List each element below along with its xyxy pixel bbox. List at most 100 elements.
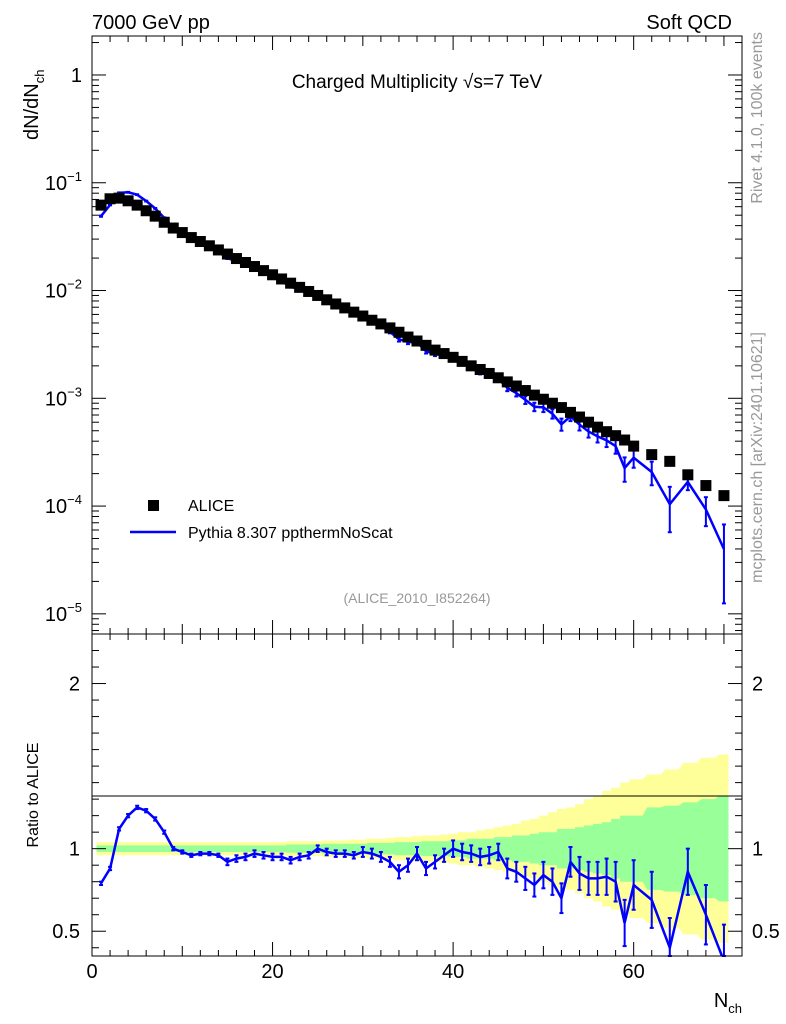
alice-data-point <box>546 397 558 409</box>
alice-data-point <box>375 318 387 330</box>
alice-data-point <box>267 269 279 281</box>
mc-line-ratio <box>99 805 724 956</box>
main-y-tick-label: 10−3 <box>45 384 82 410</box>
alice-data-point <box>420 339 432 351</box>
ratio-y-tick-label-left: 0.5 <box>52 921 80 943</box>
alice-data-point <box>303 285 315 297</box>
alice-data-point <box>619 434 631 446</box>
rivet-version-label: Rivet 4.1.0, 100k events <box>749 32 766 204</box>
alice-data-point <box>212 244 224 256</box>
ratio-y-tick-label-right: 0.5 <box>752 921 780 943</box>
alice-data-point <box>402 331 414 343</box>
legend-alice-label: ALICE <box>188 498 234 515</box>
ratio-uncertainty-bands <box>96 754 729 943</box>
alice-data-point <box>510 380 522 392</box>
legend: ALICE Pythia 8.307 ppthermNoScat <box>130 498 393 542</box>
alice-data-point <box>122 195 134 207</box>
main-y-tick-labels: 1 10−1 10−2 10−3 10−4 10−5 <box>45 65 82 626</box>
ratio-y-tick-label-left: 1 <box>69 839 80 861</box>
alice-data-point <box>104 193 116 205</box>
main-y-tick-label: 1 <box>71 65 82 87</box>
alice-data-point <box>583 416 595 428</box>
x-axis-title-sub: ch <box>728 1001 742 1016</box>
alice-data-point <box>258 265 270 277</box>
alice-data-point <box>285 277 297 289</box>
analysis-tag: (ALICE_2010_I852264) <box>343 590 490 606</box>
alice-data-point <box>664 455 676 467</box>
ratio-data-layer <box>99 804 726 957</box>
main-y-tick-label: 10−5 <box>45 600 82 626</box>
main-panel: Charged Multiplicity √s=7 TeV (ALICE_201… <box>21 35 743 635</box>
main-y-axis-title: dN/dNch <box>21 70 47 140</box>
main-ylabel-sub: ch <box>32 70 47 84</box>
ratio-ylabel: Ratio to ALICE <box>25 743 42 848</box>
alice-data-point <box>447 351 459 363</box>
main-frame <box>91 35 743 635</box>
alice-data-point <box>646 449 658 461</box>
alice-data-point <box>564 406 576 418</box>
main-title: Charged Multiplicity √s=7 TeV <box>292 72 543 93</box>
ratio-panel: 0.5 0.5 1 1 2 2 0 20 40 60 Ratio to ALICE Nch <box>25 633 780 1016</box>
ratio-x-tick-label: 20 <box>261 961 283 983</box>
header-right-label: Soft QCD <box>646 12 732 34</box>
alice-data-point <box>483 367 495 379</box>
alice-data-point <box>113 192 125 204</box>
alice-data-point <box>239 256 251 268</box>
alice-data-point <box>601 426 613 438</box>
alice-data-point <box>519 385 531 397</box>
alice-data-point <box>276 273 288 285</box>
alice-data-point <box>501 376 513 388</box>
alice-data-point <box>555 402 567 414</box>
alice-data-point <box>140 205 152 217</box>
alice-data-point <box>718 490 730 502</box>
alice-data-point <box>537 393 549 405</box>
alice-data-point <box>348 306 360 318</box>
alice-data-point <box>456 355 468 367</box>
ratio-y-tick-label-right: 2 <box>752 674 763 696</box>
ratio-x-tick-label: 0 <box>86 961 97 983</box>
alice-data-point <box>321 294 333 306</box>
alice-data-point <box>339 302 351 314</box>
alice-data-point <box>574 411 585 423</box>
alice-data-point <box>149 210 161 222</box>
alice-data-point <box>330 298 342 310</box>
main-y-tick-label: 10−2 <box>45 277 82 303</box>
alice-data-point <box>700 480 712 492</box>
alice-data-point <box>221 248 233 260</box>
alice-data-point <box>366 314 378 326</box>
alice-data-point <box>474 364 486 376</box>
alice-data-point <box>230 253 242 265</box>
x-axis-title-main: N <box>714 990 728 1012</box>
alice-data-point <box>312 289 324 301</box>
mcplots-label: mcplots.cern.ch [arXiv:2401.10621] <box>749 332 766 583</box>
ratio-x-tick-labels: 0 20 40 60 <box>86 961 644 983</box>
main-ylabel: dN/dN <box>21 83 43 140</box>
alice-data-point <box>176 227 188 239</box>
ratio-x-tick-label: 40 <box>442 961 464 983</box>
alice-data-point <box>628 440 640 452</box>
alice-data-point <box>357 310 369 322</box>
alice-data-point <box>185 232 197 244</box>
ratio-y-tick-labels: 0.5 0.5 1 1 2 2 <box>52 674 780 944</box>
alice-data-point <box>682 469 694 481</box>
alice-data-point <box>492 372 504 384</box>
ratio-y-tick-label-right: 1 <box>752 839 763 861</box>
ratio-y-tick-label-left: 2 <box>69 674 80 696</box>
alice-data-point <box>158 216 170 228</box>
x-axis-title: Nch <box>714 990 742 1016</box>
alice-data-point <box>393 326 405 338</box>
main-y-tick-label: 10−1 <box>45 169 82 195</box>
alice-data-point <box>429 344 441 356</box>
main-axis-ticks <box>91 36 743 634</box>
alice-data-point <box>438 348 450 360</box>
alice-data-point <box>131 199 143 211</box>
alice-data-point <box>203 240 215 252</box>
alice-data-point <box>194 236 206 248</box>
alice-data-point <box>465 360 477 372</box>
mc-line-main <box>100 191 726 550</box>
ratio-x-tick-label: 60 <box>623 961 645 983</box>
alice-data-point <box>294 281 306 293</box>
alice-data-point <box>528 389 540 401</box>
alice-data-point <box>95 199 107 211</box>
